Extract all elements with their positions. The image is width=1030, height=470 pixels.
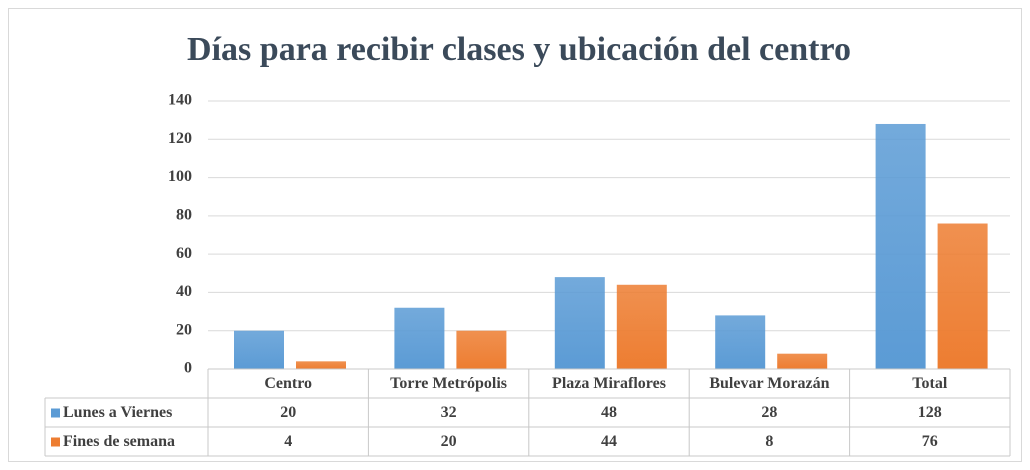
y-tick-label: 140 <box>168 92 192 109</box>
table-value: 32 <box>441 404 457 421</box>
table-value: 76 <box>922 433 938 450</box>
x-tick-label: Bulevar Morazán <box>709 375 829 392</box>
legend-label: Lunes a Viernes <box>63 404 172 421</box>
legend-key <box>51 437 60 447</box>
x-tick-label: Centro <box>264 375 312 392</box>
table-value: 4 <box>284 433 292 450</box>
table-value: 8 <box>765 433 773 450</box>
bar <box>777 353 828 369</box>
chart-border <box>8 8 1022 462</box>
bar <box>616 284 667 369</box>
x-tick-label: Torre Metrópolis <box>390 375 507 392</box>
bar <box>394 307 445 369</box>
legend-key <box>51 408 60 418</box>
bar <box>554 277 605 369</box>
y-tick-label: 40 <box>176 283 192 300</box>
y-tick-label: 120 <box>168 130 192 147</box>
table-value: 20 <box>280 404 296 421</box>
y-tick-label: 0 <box>184 360 192 377</box>
chart-title: Días para recibir clases y ubicación del… <box>187 31 851 68</box>
bar <box>715 315 766 369</box>
y-tick-label: 80 <box>176 207 192 224</box>
y-tick-label: 20 <box>176 321 192 338</box>
bar <box>456 330 507 369</box>
bar <box>875 123 926 369</box>
y-tick-label: 60 <box>176 245 192 262</box>
table-value: 20 <box>441 433 457 450</box>
x-tick-label: Total <box>912 375 948 392</box>
bar <box>937 223 988 369</box>
table-value: 28 <box>761 404 777 421</box>
table-value: 44 <box>601 433 617 450</box>
legend-label: Fines de semana <box>63 433 175 450</box>
bar <box>296 361 346 369</box>
table-value: 48 <box>601 404 617 421</box>
x-tick-label: Plaza Miraflores <box>552 375 666 392</box>
bar <box>234 330 284 369</box>
y-tick-label: 100 <box>168 168 192 185</box>
table-value: 128 <box>918 404 942 421</box>
